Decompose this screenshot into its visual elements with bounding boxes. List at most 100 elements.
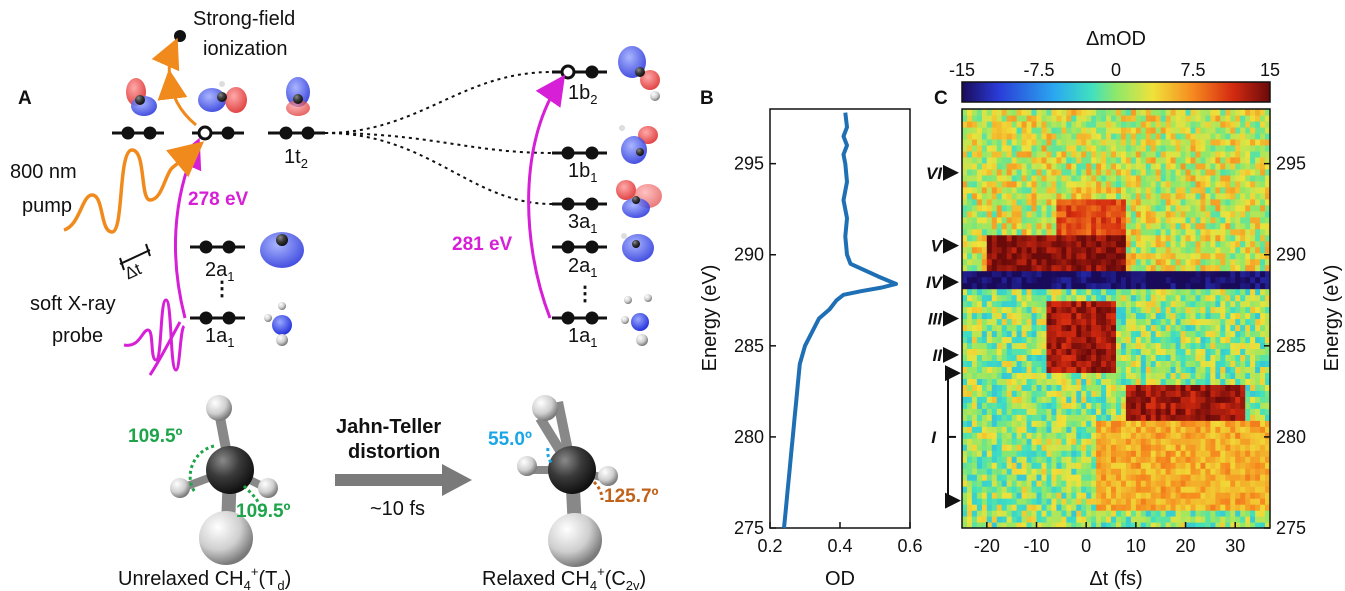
heatmap-cell [991, 162, 998, 170]
heatmap-cell [1195, 456, 1202, 463]
orbital-1a1-right-icon [621, 294, 652, 346]
heatmap-cell [1106, 127, 1112, 134]
heatmap-cell [1021, 198, 1028, 206]
heatmap-cell [1230, 228, 1236, 236]
heatmap-cell [1185, 234, 1192, 242]
heatmap-cell [1036, 354, 1043, 361]
heatmap-cell [1011, 438, 1018, 445]
heatmap-cell [1121, 408, 1127, 415]
heatmap-cell [1001, 420, 1008, 427]
heatmap-cell [1086, 132, 1092, 140]
heatmap-cell [1220, 456, 1226, 463]
heatmap-cell [1111, 354, 1117, 361]
heatmap-cell [1051, 204, 1057, 212]
heatmap-cell [1071, 127, 1077, 134]
heatmap-cell [1155, 180, 1162, 188]
heatmap-cell [1205, 115, 1211, 122]
heatmap-cell [1071, 426, 1077, 433]
heatmap-cell [1260, 240, 1266, 248]
heatmap-cell [1001, 162, 1008, 170]
heatmap-cell [1165, 138, 1172, 146]
heatmap-cell [1046, 516, 1053, 523]
heatmap-cell [1210, 162, 1216, 170]
heatmap-cell [1111, 240, 1117, 248]
heatmap-cell [1011, 138, 1018, 146]
heatmap-cell [1036, 180, 1043, 188]
heatmap-cell [1061, 396, 1067, 403]
heatmap-cell [1185, 132, 1192, 140]
heatmap-cell [1051, 378, 1057, 385]
heatmap-cell [1121, 342, 1127, 349]
heatmap-cell [1240, 372, 1246, 379]
heatmap-cell [1011, 192, 1018, 200]
heatmap-cell [1031, 384, 1038, 391]
heatmap-cell [1150, 438, 1157, 445]
heatmap-cell [981, 258, 988, 266]
heatmap-cell [1031, 162, 1038, 170]
heatmap-cell [1091, 348, 1097, 355]
heatmap-cell [1215, 246, 1221, 254]
heatmap-cell [1210, 127, 1216, 134]
heatmap-cell [1185, 318, 1192, 326]
heatmap-cell [1140, 186, 1147, 194]
heatmap-cell [1036, 252, 1043, 260]
heatmap-cell [1031, 402, 1038, 409]
heatmap-cell [991, 150, 998, 158]
heatmap-cell [1031, 144, 1038, 152]
heatmap-cell [962, 132, 968, 140]
heatmap-cell [1180, 306, 1187, 314]
heatmap-cell [1130, 324, 1137, 332]
heatmap-cell [1026, 324, 1033, 332]
heatmap-cell [1031, 264, 1038, 272]
heatmap-cell [1116, 354, 1122, 361]
heatmap-cell [991, 294, 998, 302]
heatmap-cell [1155, 456, 1162, 463]
heatmap-cell [976, 492, 983, 499]
heatmap-cell [1036, 109, 1043, 116]
heatmap-cell [1265, 366, 1270, 373]
heatmap-cell [1066, 222, 1072, 230]
heatmap-cell [1180, 498, 1187, 505]
heatmap-cell [1051, 174, 1057, 182]
heatmap-cell [1150, 127, 1157, 134]
heatmap-cell [1160, 426, 1167, 433]
heatmap-cell [1160, 480, 1167, 487]
heatmap-cell [1250, 444, 1256, 451]
heatmap-cell [1116, 109, 1122, 116]
heatmap-cell [991, 384, 998, 391]
heatmap-cell [1155, 396, 1162, 403]
heatmap-cell [1001, 174, 1008, 182]
heatmap-cell [976, 127, 983, 134]
heatmap-cell [1215, 522, 1221, 528]
heatmap-cell [1096, 204, 1102, 212]
heatmap-cell [1061, 300, 1067, 308]
heatmap-cell [1071, 300, 1077, 308]
heatmap-cell [1245, 300, 1251, 308]
heatmap-cell [1250, 204, 1256, 212]
heatmap-cell [981, 474, 988, 481]
heatmap-cell [1240, 336, 1246, 344]
heatmap-cell [1135, 300, 1142, 308]
heatmap-cell [1031, 408, 1038, 415]
heatmap-cell [1031, 150, 1038, 158]
heatmap-cell [971, 498, 978, 505]
heatmap-cell [1150, 115, 1157, 122]
heatmap-cell [1056, 115, 1062, 122]
heatmap-cell [1210, 216, 1216, 224]
heatmap-cell [1245, 228, 1251, 236]
heatmap-cell [1190, 168, 1197, 176]
heatmap-cell [1205, 480, 1211, 487]
heatmap-cell [962, 109, 968, 116]
heatmap-cell [1160, 306, 1167, 314]
heatmap-cell [991, 510, 998, 517]
heatmap-cell [1125, 240, 1132, 248]
heatmap-cell [1220, 192, 1226, 200]
heatmap-cell [1031, 186, 1038, 194]
angle-label-1: 109.5º [128, 426, 183, 447]
heatmap-cell [981, 396, 988, 403]
heatmap-cell [1121, 306, 1127, 314]
heatmap-cell [1031, 222, 1038, 230]
heatmap-cell [1235, 420, 1241, 427]
heatmap-cell [1230, 234, 1236, 242]
heatmap-cell [1150, 474, 1157, 481]
